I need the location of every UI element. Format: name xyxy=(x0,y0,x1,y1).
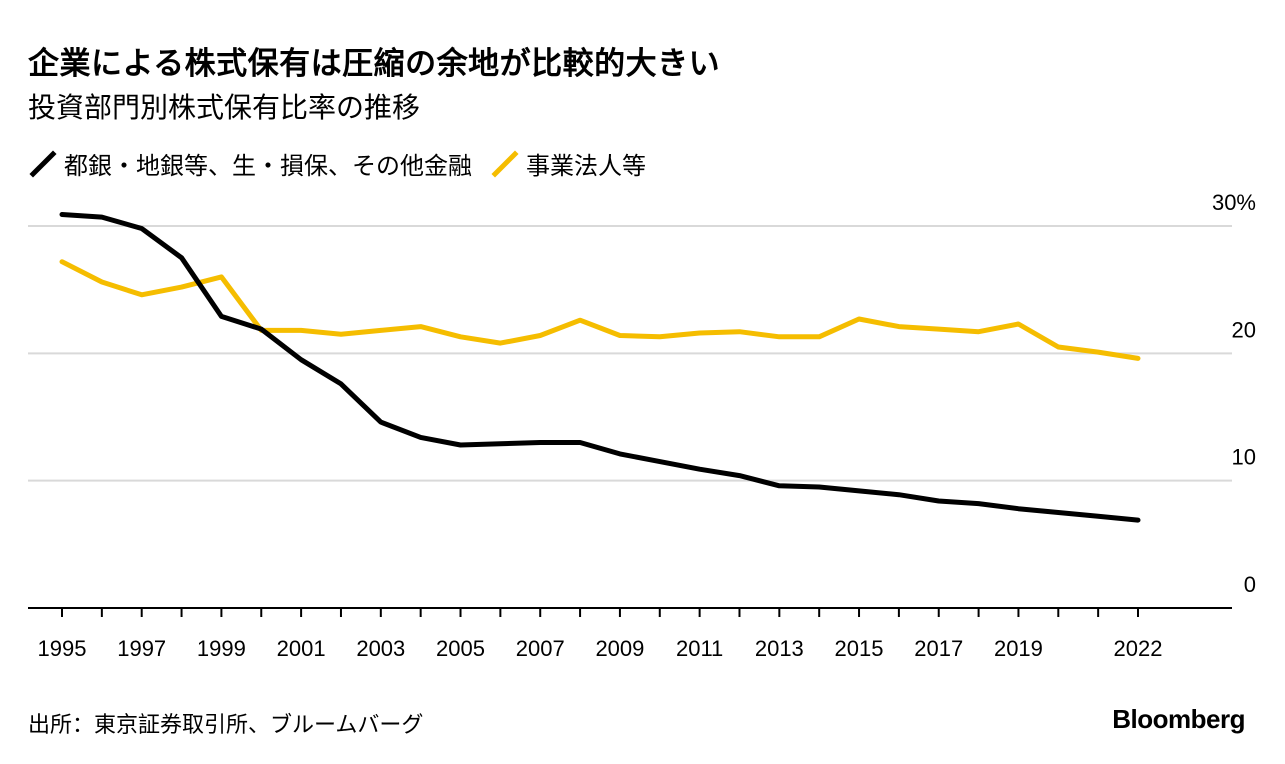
legend-item-corporations: 事業法人等 xyxy=(490,146,646,181)
legend-label-corporations: 事業法人等 xyxy=(526,152,646,180)
x-tick-label-2007: 2007 xyxy=(516,636,565,661)
series-lines xyxy=(59,212,1141,523)
series-line-corporations xyxy=(59,259,1141,361)
legend-stroke-corporations xyxy=(491,149,519,178)
chart-legend: 都銀・地銀等、生・損保、その他金融 事業法人等 xyxy=(28,146,664,181)
x-tick-label-2011: 2011 xyxy=(676,636,723,661)
x-tick-label-2005: 2005 xyxy=(436,636,485,661)
source-note: 出所：東京証券取引所、ブルームバーグ xyxy=(28,713,424,738)
x-tick-label-2013: 2013 xyxy=(755,636,804,661)
legend-item-financials: 都銀・地銀等、生・損保、その他金融 xyxy=(28,146,472,181)
x-tick-label-2022: 2022 xyxy=(1114,636,1163,661)
legend-swatch-financials-icon xyxy=(29,149,57,178)
y-tick-label-10: 10 xyxy=(1232,445,1256,470)
legend-label-financials: 都銀・地銀等、生・損保、その他金融 xyxy=(64,152,472,180)
x-tick-label-1995: 1995 xyxy=(38,636,87,661)
y-tick-label-0: 0 xyxy=(1244,572,1256,597)
legend-stroke-financials xyxy=(29,149,57,178)
y-axis-tick-labels: 30% 20 10 0 xyxy=(1212,190,1256,597)
x-tick-label-2009: 2009 xyxy=(595,636,644,661)
x-tick-label-2003: 2003 xyxy=(356,636,405,661)
x-tick-label-1999: 1999 xyxy=(197,636,246,661)
chart-title: 企業による株式保有は圧縮の余地が比較的大きい xyxy=(28,46,721,82)
series-line-financials xyxy=(59,212,1141,523)
bloomberg-logo: Bloomberg xyxy=(1112,704,1245,734)
x-tick-label-1997: 1997 xyxy=(117,636,166,661)
chart-subtitle: 投資部門別株式保有比率の推移 xyxy=(28,91,421,124)
x-tick-label-2001: 2001 xyxy=(277,636,326,661)
y-tick-label-30: 30% xyxy=(1212,190,1256,215)
x-tick-label-2017: 2017 xyxy=(914,636,963,661)
x-axis: 1995 1997 1999 2001 2003 2005 2007 2009 2011 2013… xyxy=(28,607,1232,661)
x-tick-label-2015: 2015 xyxy=(835,636,884,661)
legend-swatch-corporations-icon xyxy=(491,149,519,178)
x-tick-label-2019: 2019 xyxy=(994,636,1043,661)
gridlines xyxy=(28,225,1232,482)
y-tick-label-20: 20 xyxy=(1232,317,1256,342)
